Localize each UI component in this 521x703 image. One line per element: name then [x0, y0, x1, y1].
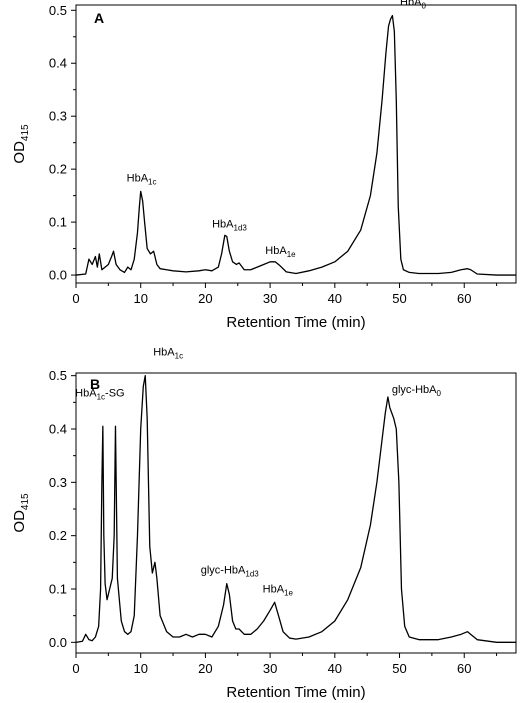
x-tick-label: 0 [72, 291, 79, 306]
peak-label: HbA1c [153, 347, 183, 361]
y-tick-label: 0.5 [49, 368, 67, 383]
peak-label: HbA1d3 [212, 218, 247, 232]
peak-label: HbA0 [400, 0, 426, 11]
panel-letter: A [94, 10, 104, 26]
x-tick-label: 30 [263, 661, 277, 676]
y-axis-title: OD415 [11, 493, 31, 533]
x-tick-label: 40 [328, 661, 342, 676]
chart-panel-b: 0 10 20 30 40 50 60 0.0 0.1 0.2 0.3 0.4 0.5 Retention… [11, 347, 517, 701]
y-axis-title: OD415 [11, 124, 31, 164]
x-tick-label: 60 [457, 661, 471, 676]
x-tick-label: 10 [133, 661, 147, 676]
x-axis-title: Retention Time (min) [226, 314, 365, 331]
peak-label: HbA1c [127, 172, 157, 186]
x-tick-label: 0 [72, 661, 79, 676]
peak-label: glyc-HbA0 [392, 384, 442, 398]
y-tick-label: 0.2 [49, 528, 67, 543]
panel-letter: B [90, 376, 100, 392]
chromatogram-trace [75, 375, 516, 643]
x-tick-label: 20 [198, 661, 212, 676]
x-tick-label: 20 [198, 291, 212, 306]
x-tick-label: 40 [328, 291, 342, 306]
x-tick-label: 50 [392, 291, 406, 306]
y-tick-label: 0.0 [49, 268, 67, 283]
y-tick-label: 0.1 [49, 215, 67, 230]
chromatogram-trace [75, 14, 516, 276]
peak-label: glyc-HbA1d3 [201, 565, 260, 579]
x-tick-label: 10 [133, 291, 147, 306]
x-tick-label: 30 [263, 291, 277, 306]
y-tick-label: 0.3 [49, 475, 67, 490]
y-tick-label: 0.4 [49, 56, 67, 71]
y-tick-label: 0.3 [49, 109, 67, 124]
peak-label: HbA1e [265, 245, 296, 259]
y-tick-label: 0.5 [49, 3, 67, 18]
x-tick-label: 50 [392, 661, 406, 676]
x-tick-label: 60 [457, 291, 471, 306]
peak-label: HbA1e [263, 583, 294, 597]
peak-label: HbA1c-SG [75, 387, 124, 401]
plot-frame [75, 372, 517, 654]
y-tick-label: 0.4 [49, 422, 67, 437]
y-tick-label: 0.2 [49, 162, 67, 177]
x-axis-title: Retention Time (min) [226, 684, 365, 701]
y-tick-label: 0.1 [49, 582, 67, 597]
y-tick-label: 0.0 [49, 635, 67, 650]
plot-frame [75, 4, 517, 284]
chart-panel-a: 0 10 20 30 40 50 60 0.0 0.1 0.2 0.3 0.4 0.5 Retention… [11, 0, 517, 331]
